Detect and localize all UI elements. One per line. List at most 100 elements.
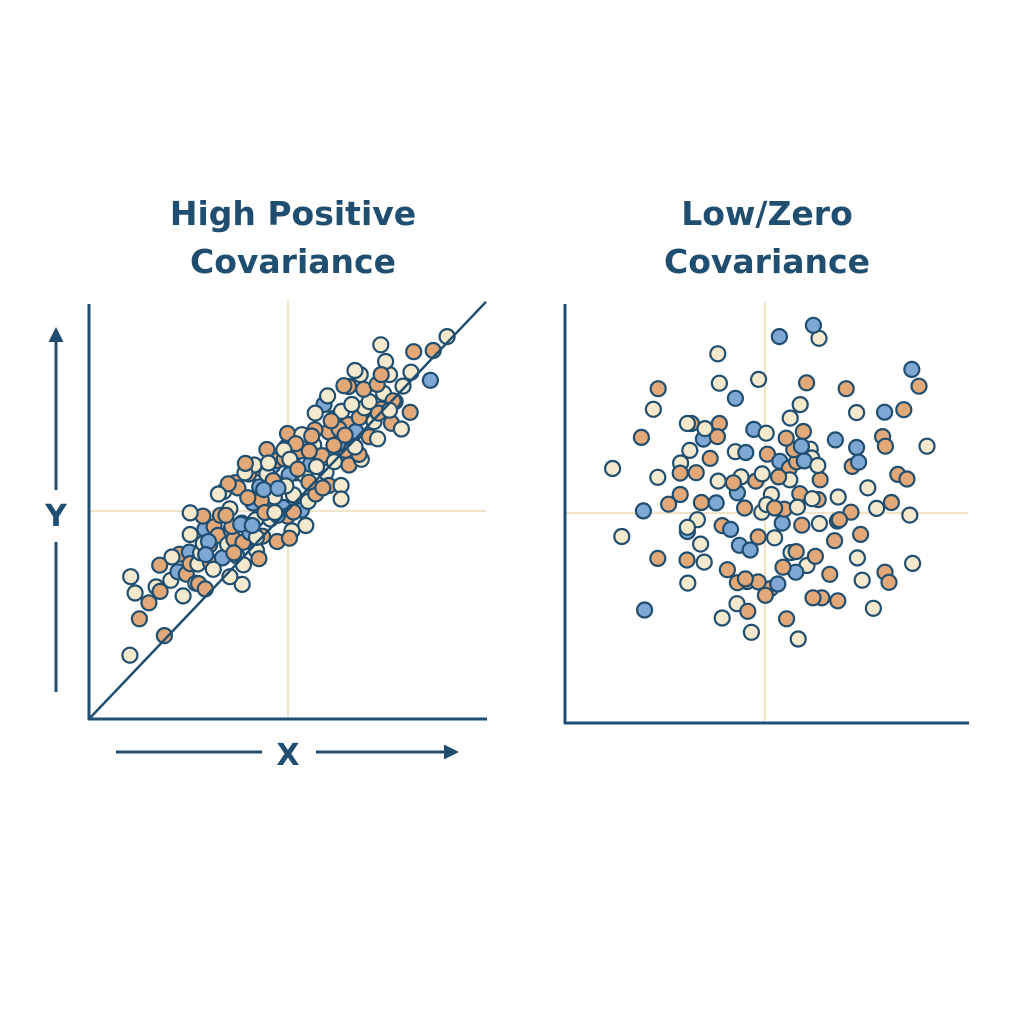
chart-title-low-zero: Low/Zero Covariance [567,190,967,286]
scatter-point [792,437,811,455]
scatter-point [742,623,761,641]
scatter-point [758,445,777,463]
scatter-point [678,518,697,536]
scatter-point [757,424,775,442]
scatter-point [788,498,807,516]
scatter-point [343,395,361,414]
trend-line [88,300,487,720]
scatter-chart-low-zero [563,302,969,725]
scatter-point [402,363,420,381]
scatter-point [243,516,261,535]
scatter-point [787,542,805,561]
scatter-point [613,527,631,546]
scatter-point [225,544,243,562]
scatter-point [848,549,867,567]
scatter-point [634,502,653,520]
scatter-point [284,503,303,521]
scatter-point [710,374,729,392]
scatter-point [847,438,866,457]
scatter-point [809,456,827,475]
scatter-point [765,529,784,547]
scatter-point [692,493,711,512]
scatter-point [811,471,829,489]
scatter-point [829,592,847,610]
scatter-point [346,438,364,456]
scatter-points [603,316,936,648]
scatter-point [369,430,387,448]
scatter-point [830,511,849,529]
scatter-point [236,454,254,472]
scatter-point [829,488,847,506]
scatter-point [726,389,745,407]
scatter-point [859,479,877,497]
scatter-point [721,520,740,539]
scatter-point [695,553,713,571]
scatter-point [151,582,169,601]
scatter-point [155,626,173,645]
scatter-point [140,594,158,612]
scatter-point [671,464,689,482]
scatter-point [867,499,886,517]
scatter-points [121,328,456,664]
scatter-point [681,441,699,459]
scatter-point [810,514,829,533]
scatter-point [603,459,622,478]
scatter-point [635,601,654,619]
scatter-point [769,575,787,593]
scatter-point [209,485,227,503]
scatter-point [233,575,251,594]
chart-title-line-1: Low/Zero [681,194,853,233]
scatter-point [708,428,727,446]
scatter-point [322,412,340,430]
scatter-point [707,494,725,512]
scatter-chart-high-positive: Y X [44,300,487,773]
scatter-point [174,587,192,605]
scatter-point [181,504,199,522]
scatter-point [793,516,811,534]
scatter-point [394,377,412,395]
scatter-point [649,380,667,398]
scatter-point [319,387,337,405]
x-axis-label: X [276,738,299,773]
scatter-point [910,377,928,395]
scatter-point [644,400,663,418]
scatter-point [405,343,423,361]
scatter-point [826,431,845,449]
scatter-point [901,506,919,524]
scatter-point [769,468,788,486]
scatter-point [679,574,697,592]
y-axis-label: Y [44,499,68,534]
scatter-point [280,529,299,547]
scatter-point [303,427,321,445]
chart-title-high-positive: High Positive Covariance [93,190,493,286]
scatter-point [735,499,754,517]
scatter-point [713,609,731,627]
scatter-point [335,377,353,395]
scatter-point [797,374,816,392]
scatter-point [770,328,789,346]
scatter-point [803,490,821,508]
chart-title-line-1: High Positive [169,194,417,233]
scatter-point [903,360,921,378]
scatter-point [219,475,237,493]
scatter-point [773,514,791,532]
scatter-point [151,556,169,574]
scatter-point [749,370,768,388]
scatter-point [289,460,307,478]
scatter-point [269,479,287,497]
scatter-point [421,371,439,389]
chart-title-line-2: Covariance [664,242,870,281]
scatter-point [898,470,916,488]
scatter-point [632,428,651,446]
scatter-point [825,532,844,550]
scatter-point [181,525,199,544]
scatter-point [918,437,936,455]
scatter-point [736,570,755,588]
scatter-point [718,561,737,579]
scatter-point [794,422,813,441]
scatter-point [197,545,215,564]
scatter-point [346,361,364,380]
scatter-point [777,429,795,447]
scatter-point [691,535,710,553]
